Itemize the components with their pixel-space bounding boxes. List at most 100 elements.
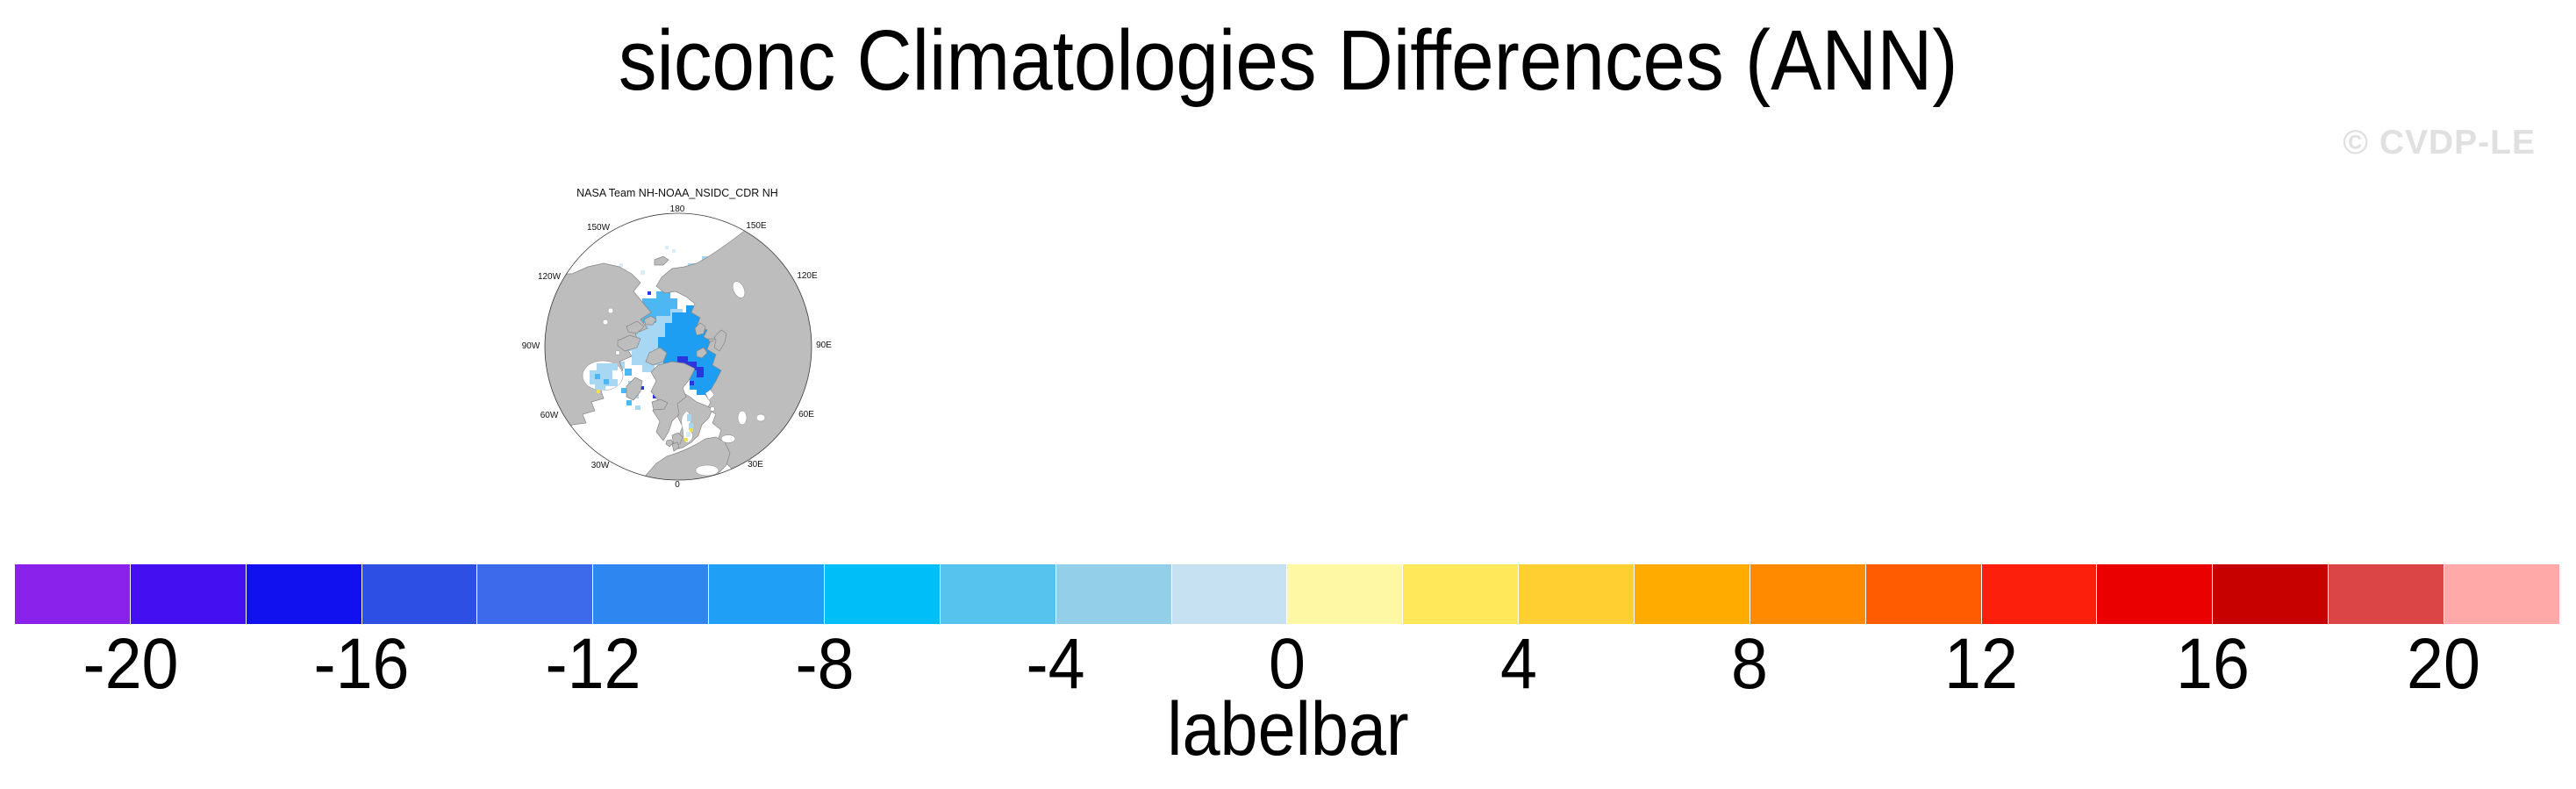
ice-cell-dark [653, 395, 656, 398]
mediterranean-sea [695, 464, 719, 477]
longitude-label: 90W [522, 341, 540, 351]
land-greenland [650, 361, 696, 441]
ice-cell [619, 263, 623, 267]
colorbar-segment [246, 564, 361, 624]
ice-cell [672, 249, 676, 253]
ice-cell [595, 374, 600, 379]
white-sea [705, 389, 715, 401]
colorbar-tick-label: 12 [1943, 624, 2018, 704]
colorbar-tick-label: 16 [2175, 624, 2250, 704]
ice-cell-dark [640, 386, 644, 390]
colorbar-tick-label: -16 [313, 624, 410, 704]
lake [615, 350, 620, 355]
longitude-label: 60W [540, 411, 559, 420]
ice-cell [625, 369, 632, 376]
ice-cell [689, 423, 693, 430]
longitude-label: 150E [746, 221, 767, 231]
lake [602, 319, 609, 326]
aral-sea [755, 413, 766, 422]
ice-cell-positive [597, 390, 600, 393]
longitude-label: 0 [675, 480, 680, 490]
longitude-label: 150W [587, 223, 611, 233]
land-banks-island [626, 320, 645, 334]
colorbar-segment [361, 564, 477, 624]
colorbar-segment [709, 564, 825, 624]
watermark: © CVDP-LE [2343, 124, 2536, 161]
map-title: NASA Team NH-NOAA_NSIDC_CDR NH [576, 187, 778, 199]
colorbar-tick-label: 0 [1269, 624, 1306, 704]
colorbar-caption-text: labelbar [1167, 687, 1409, 771]
black-sea [720, 434, 736, 443]
colorbar-caption: labelbar [0, 692, 2576, 767]
longitude-label: 60E [798, 410, 814, 420]
land-novaya-zemlya [713, 329, 727, 352]
land-island [643, 315, 657, 326]
colorbar-segment [2097, 564, 2213, 624]
land-victoria-island [617, 334, 641, 352]
colorbar-tick-label: -8 [795, 624, 855, 704]
colorbar-segment [15, 564, 130, 624]
colorbar-segment [1055, 564, 1171, 624]
land-denmark [671, 441, 680, 452]
land-ellesmere [645, 347, 668, 366]
lake [607, 307, 614, 314]
ice-cell [618, 362, 625, 369]
ice-cell-dark [648, 291, 651, 295]
colorbar-segment [477, 564, 593, 624]
longitude-label: 120E [797, 271, 818, 281]
ice-cell [687, 414, 691, 421]
colorbar-segment [1403, 564, 1519, 624]
longitude-label: 180 [670, 204, 685, 214]
land-north-america [545, 262, 652, 433]
colorbar-tick-label: -12 [545, 624, 641, 704]
colorbar-segment [2213, 564, 2329, 624]
ice-cell-dark [690, 381, 694, 385]
land-layer [545, 229, 812, 480]
colorbar-segment [1635, 564, 1750, 624]
ice-cell [665, 246, 669, 249]
colorbar-segment [593, 564, 709, 624]
colorbar-segment [940, 564, 1055, 624]
colorbar-segment [130, 564, 246, 624]
inland-ice-layer [590, 363, 693, 441]
colorbar-segment [1750, 564, 1865, 624]
land-wrangel-island [654, 255, 669, 266]
colorbar-tick-label: 8 [1731, 624, 1769, 704]
longitude-label: 120W [538, 272, 562, 282]
land-ireland [665, 439, 674, 448]
land-iceland [651, 398, 669, 411]
land-svalbard [696, 347, 708, 359]
colorbar-tick-label: -4 [1026, 624, 1085, 704]
ice-cell [621, 388, 626, 393]
colorbar-tick-label: -20 [82, 624, 179, 704]
figure-title: siconc Climatologies Differences (ANN) [0, 18, 2576, 103]
colorbar [15, 564, 2559, 624]
caspian-sea [737, 410, 748, 426]
polar-map: NASA Team NH-NOAA_NSIDC_CDR NH [522, 187, 833, 490]
longitude-label: 90E [816, 341, 832, 350]
colorbar-segment [1981, 564, 2097, 624]
colorbar-tick-label: 4 [1499, 624, 1537, 704]
ice-fram-deep [684, 344, 725, 395]
ice-cell-positive [690, 428, 693, 432]
longitude-label: 30E [748, 460, 763, 470]
colorbar-segment [1171, 564, 1287, 624]
colorbar-segment [1865, 564, 1981, 624]
ice-baltic [684, 414, 693, 441]
colorbar-tick-label: 20 [2407, 624, 2481, 704]
map-panel: NASA Team NH-NOAA_NSIDC_CDR NH [509, 179, 848, 518]
land-scandinavia [671, 391, 713, 450]
ice-cell-positive [684, 438, 688, 441]
ice-cell [604, 379, 609, 384]
land-franz-josef [708, 338, 713, 342]
longitude-labels: 180 150E 120E 90E 60E 30E 0 30W 60W 90W … [522, 204, 833, 490]
colorbar-segment [2329, 564, 2444, 624]
colorbar-segment [825, 564, 940, 624]
ice-cell [686, 432, 691, 437]
figure-title-text: siconc Climatologies Differences (ANN) [618, 12, 1958, 108]
land-severnaya-zemlya [694, 322, 706, 336]
longitude-label: 30W [591, 461, 610, 470]
land-baffin-island [626, 377, 643, 401]
colorbar-segment [2444, 564, 2559, 624]
